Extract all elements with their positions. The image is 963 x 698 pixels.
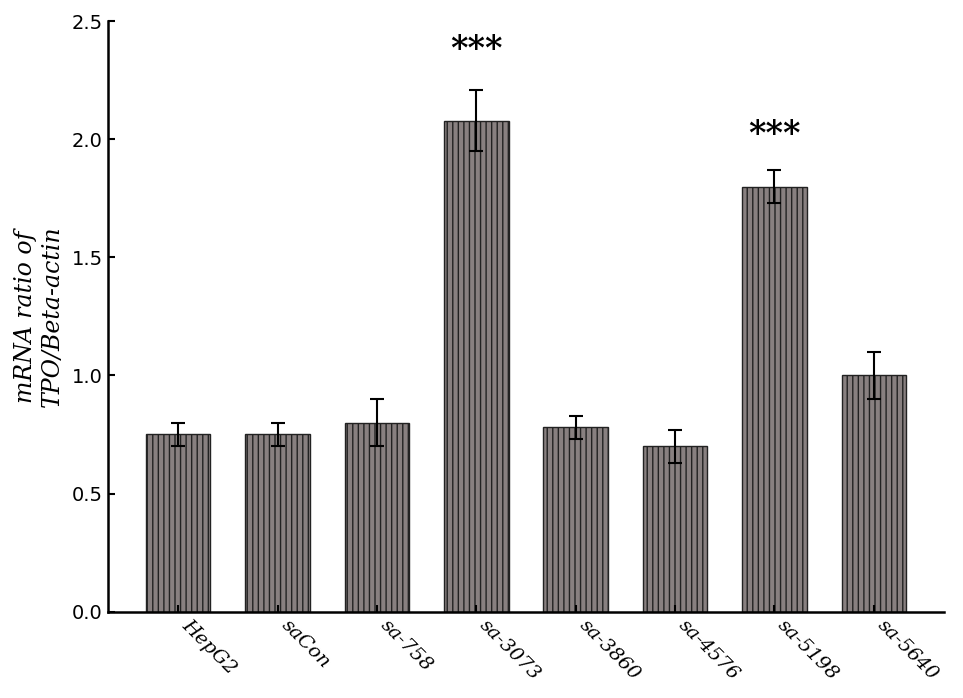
Bar (246, 434, 310, 611)
Bar (444, 121, 508, 611)
Bar (742, 186, 807, 611)
Bar (842, 376, 906, 611)
Bar (145, 434, 211, 611)
Bar (543, 427, 608, 611)
Y-axis label: mRNA ratio of
TPO/Beta-actin: mRNA ratio of TPO/Beta-actin (13, 225, 64, 407)
Text: ***: *** (450, 34, 503, 66)
Text: ***: *** (748, 118, 800, 151)
Bar (642, 446, 708, 611)
Bar (345, 423, 409, 611)
